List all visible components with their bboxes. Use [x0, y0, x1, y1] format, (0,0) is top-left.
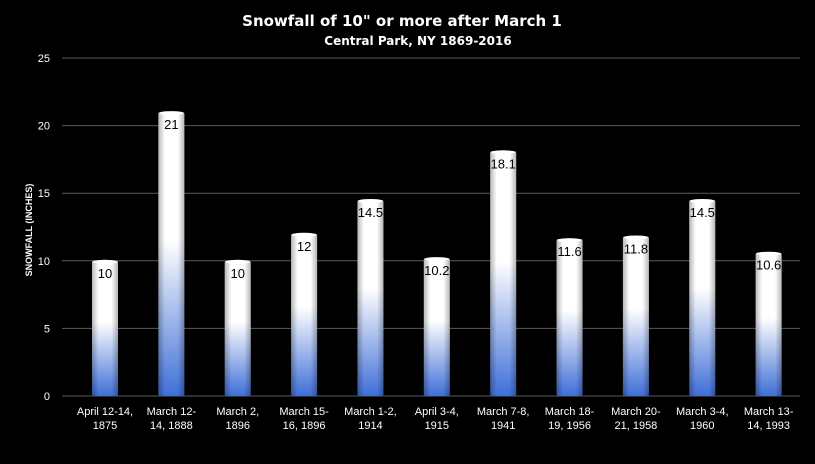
data-label: 21	[164, 117, 178, 132]
bar-group: 10.6	[755, 251, 782, 396]
data-label: 10.2	[424, 263, 449, 278]
y-tick-label: 20	[38, 121, 50, 133]
x-tick-label: March 12-	[147, 406, 197, 418]
data-label: 10	[230, 266, 244, 281]
data-label: 18.1	[491, 156, 516, 171]
bar-shading	[357, 199, 384, 396]
bar-cap	[292, 232, 317, 237]
y-tick-label: 15	[38, 188, 50, 200]
data-label: 10	[98, 266, 112, 281]
bar-shading	[423, 258, 450, 396]
bar-shading	[490, 151, 517, 396]
x-tick-label: March 3-4,	[676, 406, 729, 418]
bar-group: 12	[291, 232, 318, 396]
x-tick-label: 19, 1956	[548, 420, 591, 432]
y-axis-title: SNOWFALL (INCHES)	[24, 184, 34, 277]
bar-group: 11.8	[622, 235, 649, 396]
bar-group: 10	[92, 259, 118, 396]
y-axis-ticks: 0 5 10 15 20 25	[38, 53, 50, 403]
bar-group: 10	[224, 259, 251, 396]
x-tick-label: March 7-8,	[477, 406, 530, 418]
bar-group: 14.5	[689, 198, 716, 396]
data-label: 14.5	[358, 205, 383, 220]
x-tick-label: 21, 1958	[614, 420, 657, 432]
x-tick-label: April 3-4,	[415, 406, 459, 418]
y-tick-label: 25	[38, 53, 50, 65]
data-label: 11.8	[624, 241, 648, 256]
x-tick-label: March 2,	[216, 406, 259, 418]
x-tick-label: 1915	[425, 420, 449, 432]
chart-subtitle: Central Park, NY 1869-2016	[324, 34, 511, 48]
x-tick-label: 14, 1993	[747, 420, 790, 432]
bar-group: 14.5	[357, 198, 384, 396]
data-label: 10.6	[756, 258, 781, 273]
x-tick-label: March 20-	[611, 406, 661, 418]
x-tick-label: March 18-	[545, 406, 595, 418]
y-tick-label: 10	[38, 256, 50, 268]
x-axis-labels: April 12-14, 1875 March 12- 14, 1888 March 2…	[77, 406, 794, 432]
y-tick-label: 0	[44, 391, 50, 403]
data-label: 11.6	[557, 244, 581, 259]
bar-group: 10.2	[423, 257, 450, 396]
bar-cap	[225, 259, 250, 264]
bars: 10 21 10 12 14.5 10.2 18.1 11.6 11.8 14.5 10.6	[92, 111, 782, 396]
bar-shading	[755, 252, 782, 396]
bar-cap	[159, 111, 184, 116]
bar-shading	[556, 239, 583, 396]
chart-title: Snowfall of 10" or more after March 1	[242, 12, 562, 30]
bar-group: 11.6	[556, 238, 583, 396]
x-tick-label: 1875	[93, 420, 117, 432]
data-label: 14.5	[690, 205, 715, 220]
bar-cap	[623, 235, 648, 240]
bar-cap	[491, 150, 516, 155]
x-tick-label: March 15-	[279, 406, 329, 418]
x-tick-label: 16, 1896	[283, 420, 326, 432]
x-tick-label: April 12-14,	[77, 406, 133, 418]
bar-shading	[224, 260, 251, 396]
bar-shading	[92, 260, 118, 396]
bar-shading	[689, 199, 716, 396]
x-tick-label: 1896	[225, 420, 249, 432]
bar-shading	[158, 112, 185, 396]
bar-cap	[358, 198, 383, 203]
bar-cap	[424, 257, 449, 262]
bar-group: 21	[158, 111, 185, 396]
bar-group: 18.1	[490, 150, 517, 396]
x-tick-label: March 13-	[744, 406, 794, 418]
x-tick-label: 1960	[690, 420, 714, 432]
x-tick-label: 1941	[491, 420, 515, 432]
x-tick-label: March 1-2,	[344, 406, 397, 418]
x-tick-label: 14, 1888	[150, 420, 193, 432]
bar-shading	[291, 233, 318, 396]
data-label: 12	[297, 239, 311, 254]
bar-cap	[756, 251, 781, 256]
bar-shading	[622, 236, 649, 396]
bar-cap	[557, 238, 582, 243]
x-tick-label: 1914	[358, 420, 382, 432]
y-tick-label: 5	[44, 323, 50, 335]
bar-cap	[690, 198, 715, 203]
bar-cap	[93, 259, 117, 264]
